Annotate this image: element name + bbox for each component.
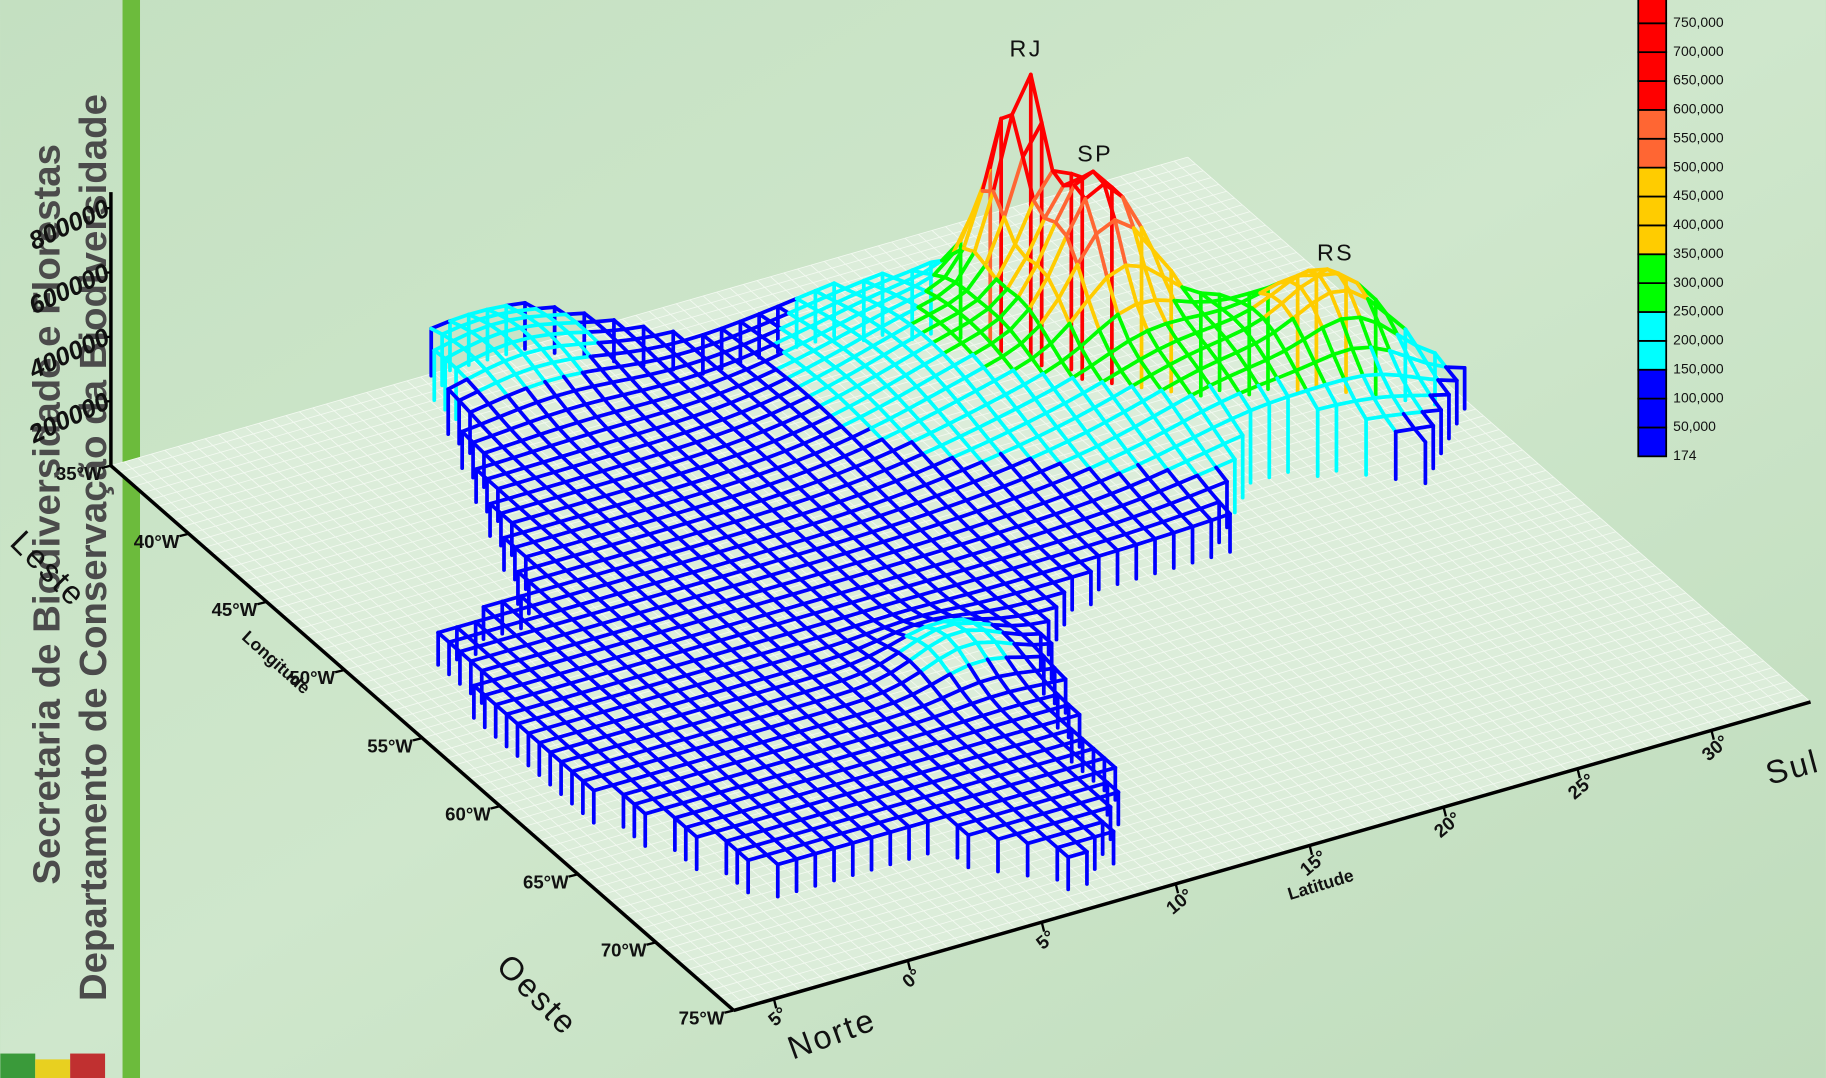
surface-mesh (1404, 412, 1423, 414)
surface-mesh (576, 322, 595, 323)
x-tick-label: 35°W (56, 463, 102, 484)
peak-label: RS (1317, 239, 1354, 265)
legend-label: 550,000 (1673, 129, 1724, 145)
legend-swatch (1638, 427, 1666, 456)
surface-mesh (595, 320, 614, 322)
surface-mesh (598, 341, 617, 342)
legend-label: 600,000 (1673, 101, 1724, 117)
legend-label: 250,000 (1673, 303, 1724, 319)
legend-swatch (1638, 23, 1666, 52)
surface-mesh (1000, 616, 1019, 618)
x-tick-label: 75°W (679, 1008, 725, 1029)
surface-mesh (1422, 410, 1441, 412)
surface-mesh (1385, 414, 1404, 416)
legend-label: 350,000 (1673, 245, 1724, 261)
surface-mesh (569, 332, 588, 333)
surface-mesh (1341, 317, 1360, 319)
legend-swatch (1638, 168, 1666, 197)
legend-swatch (1638, 341, 1666, 370)
surface-mesh (587, 331, 606, 332)
legend-swatch (1638, 81, 1666, 110)
surface-mesh (606, 329, 625, 331)
legend-swatch (1638, 399, 1666, 428)
surface-mesh (558, 323, 577, 324)
surface-mesh (1022, 634, 1041, 635)
legend-swatch (1638, 52, 1666, 81)
x-tick-label: 65°W (523, 872, 569, 893)
legend-label: 50,000 (1673, 418, 1716, 434)
legend-label: 150,000 (1673, 360, 1724, 376)
legend-label: 650,000 (1673, 72, 1724, 88)
surface-mesh (1393, 396, 1412, 397)
legend-swatch (1638, 110, 1666, 139)
surface-mesh (1193, 301, 1212, 302)
x-tick-label: 60°W (445, 803, 491, 824)
surface-mesh (1017, 671, 1036, 673)
surface-mesh (1025, 656, 1044, 657)
legend-swatch (1638, 225, 1666, 254)
surface-mesh (1011, 625, 1030, 626)
legend-label: 400,000 (1673, 216, 1724, 232)
chart: Secretaria de Biodiversidade e Florestas… (0, 0, 1826, 1078)
legend-label: 200,000 (1673, 332, 1724, 348)
x-tick-label: 70°W (601, 940, 647, 961)
surface-mesh (579, 343, 598, 344)
surface-mesh (617, 339, 636, 341)
legend-swatch (1638, 139, 1666, 168)
surface-mesh (977, 642, 996, 643)
surface-mesh (1155, 300, 1174, 301)
surface-mesh (550, 333, 569, 334)
legend-label: 174 (1673, 447, 1697, 463)
sidebar-line: Secretaria de Biodiversidade e Florestas (25, 144, 68, 885)
legend-label: 500,000 (1673, 158, 1724, 174)
surface-mesh (1382, 374, 1401, 375)
surface-mesh (539, 323, 558, 324)
x-tick-label: 45°W (212, 599, 258, 620)
legend-label: 300,000 (1673, 274, 1724, 290)
legend-label: 450,000 (1673, 187, 1724, 203)
surface-mesh (988, 657, 1007, 659)
surface-mesh (561, 344, 580, 346)
legend-swatch (1638, 0, 1666, 23)
surface-mesh (1033, 644, 1052, 645)
surface-mesh (1319, 273, 1338, 275)
legend-label: 750,000 (1673, 14, 1724, 30)
peak-label: RJ (1010, 36, 1043, 62)
peak-label: SP (1077, 140, 1113, 166)
surface-mesh (609, 352, 628, 354)
surface-mesh (1430, 395, 1449, 396)
surface-mesh (1352, 347, 1371, 348)
surface-mesh (1330, 290, 1349, 292)
legend-label: 700,000 (1673, 43, 1724, 59)
surface-mesh (1374, 396, 1393, 398)
surface-mesh (590, 354, 609, 356)
surface-mesh (1126, 265, 1145, 266)
legend-swatch (1638, 254, 1666, 283)
surface-mesh (572, 356, 591, 358)
x-tick-label: 55°W (367, 735, 413, 756)
legend-swatch (1638, 283, 1666, 312)
surface-mesh (1438, 380, 1457, 381)
x-tick-label: 40°W (134, 531, 180, 552)
legend-swatch (1638, 312, 1666, 341)
legend-label: 100,000 (1673, 389, 1724, 405)
surface-mesh (1036, 668, 1055, 671)
page: {"sidebar": {"line1": "Secretaria de Bio… (0, 0, 1826, 1078)
surface-mesh (1363, 374, 1382, 375)
legend-swatch (1638, 370, 1666, 399)
legend-swatch (1638, 197, 1666, 226)
